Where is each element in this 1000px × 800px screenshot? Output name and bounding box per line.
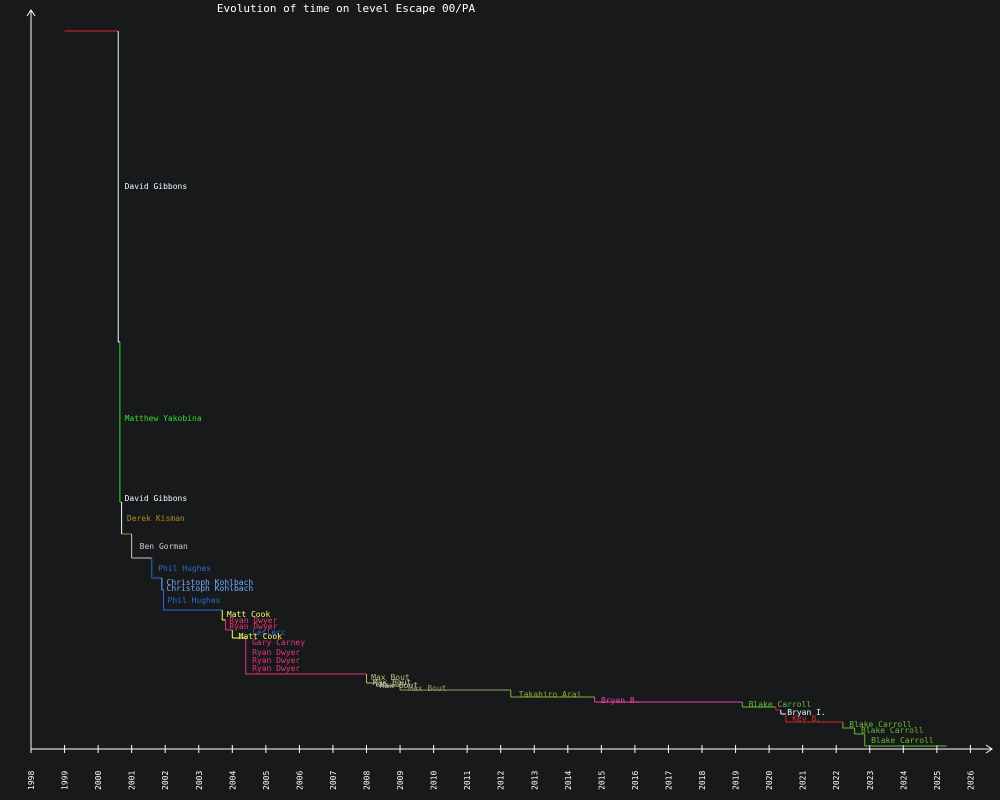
- record-holder-label: Phil Hughes: [168, 596, 221, 605]
- x-tick-label: 2019: [732, 771, 741, 790]
- x-tick-label: 2000: [94, 771, 103, 790]
- record-holder-label: Ryan Dwyer: [229, 616, 277, 625]
- record-holder-label: Ryan Dwyer: [252, 664, 300, 673]
- x-tick-label: 2006: [295, 771, 304, 790]
- x-tick-label: 2013: [530, 771, 539, 790]
- y-axis-arrow: [26, 9, 36, 17]
- record-holder-label: David Gibbons: [125, 494, 188, 503]
- x-tick-label: 2007: [329, 771, 338, 790]
- x-tick-label: 1998: [27, 771, 36, 790]
- record-holder-label: Bryan B.: [601, 696, 640, 705]
- step-series: [64, 30, 947, 747]
- x-tick-label: 2017: [664, 771, 673, 790]
- record-holder-label: Max Bout: [380, 681, 419, 690]
- x-tick-label: 2008: [363, 771, 372, 790]
- x-tick-label: 2025: [933, 771, 942, 790]
- x-tick-label: 2012: [497, 771, 506, 790]
- x-tick-label: 2016: [631, 771, 640, 790]
- record-holder-label: Blake Carroll: [849, 720, 912, 729]
- x-tick-label: 2018: [698, 771, 707, 790]
- record-holder-label: Matthew Yakobina: [125, 414, 202, 423]
- record-holder-label: Max Bout: [371, 673, 410, 682]
- record-holder-label: Ryan Dwyer: [229, 622, 277, 631]
- record-holder-label: Takahiro Arai: [519, 690, 582, 699]
- record-holder-label: Max Bout: [373, 678, 412, 687]
- record-holder-label: Bryan I.: [787, 708, 826, 717]
- x-tick-label: 2009: [396, 771, 405, 790]
- x-tick-label: 2020: [765, 771, 774, 790]
- x-ticks: 1998 1999 2000 2001 2002 2003 2004 2005 2006 2007…: [27, 745, 975, 790]
- x-tick-label: 2026: [966, 771, 975, 790]
- x-tick-label: 2014: [564, 771, 573, 790]
- x-tick-label: 1999: [61, 771, 70, 790]
- x-tick-label: 2001: [128, 771, 137, 790]
- record-holder-label: Blake Carroll: [861, 726, 924, 735]
- x-tick-label: 2024: [899, 771, 908, 790]
- record-holder-label: Ryan Dwyer: [252, 648, 300, 657]
- x-tick-label: 2002: [161, 771, 170, 790]
- x-axis-arrow: [985, 744, 993, 754]
- record-holder-label: Gary Carney: [252, 638, 305, 647]
- x-tick-label: 2023: [866, 771, 875, 790]
- record-holder-label: Ben Gorman: [140, 542, 188, 551]
- record-holder-label: Matt Cook: [239, 632, 283, 641]
- record-holder-label: Ryan Dwyer: [252, 656, 300, 665]
- chart-title: Evolution of time on level Escape 00/PA: [217, 2, 476, 15]
- x-tick-label: 2003: [195, 771, 204, 790]
- x-tick-label: 2021: [799, 771, 808, 790]
- record-holder-label: Phil Hughes: [158, 564, 211, 573]
- record-holder-label: Christoph Kohlbach: [167, 578, 254, 587]
- record-holder-label: Matt Cook: [227, 610, 271, 619]
- record-holder-label: Max Bout: [408, 684, 447, 693]
- record-holder-label: Kev B.: [792, 714, 821, 723]
- x-tick-label: 2004: [228, 771, 237, 790]
- record-holder-label: Blake Carroll: [749, 700, 812, 709]
- x-tick-label: 2022: [832, 771, 841, 790]
- record-holder-label: Christoph Kohlbach: [167, 584, 254, 593]
- record-holder-label: Leclerc: [252, 628, 286, 637]
- record-holder-label: Derek Kisman: [127, 514, 185, 523]
- x-tick-label: 2005: [262, 771, 271, 790]
- x-tick-label: 2011: [463, 771, 472, 790]
- x-tick-label: 2015: [597, 771, 606, 790]
- record-holder-label: Blake Carroll: [871, 736, 934, 745]
- record-holder-label: David Gibbons: [125, 182, 188, 191]
- x-tick-label: 2010: [430, 771, 439, 790]
- annotations: David Gibbons Matthew Yakobina David Gibbo…: [125, 182, 934, 745]
